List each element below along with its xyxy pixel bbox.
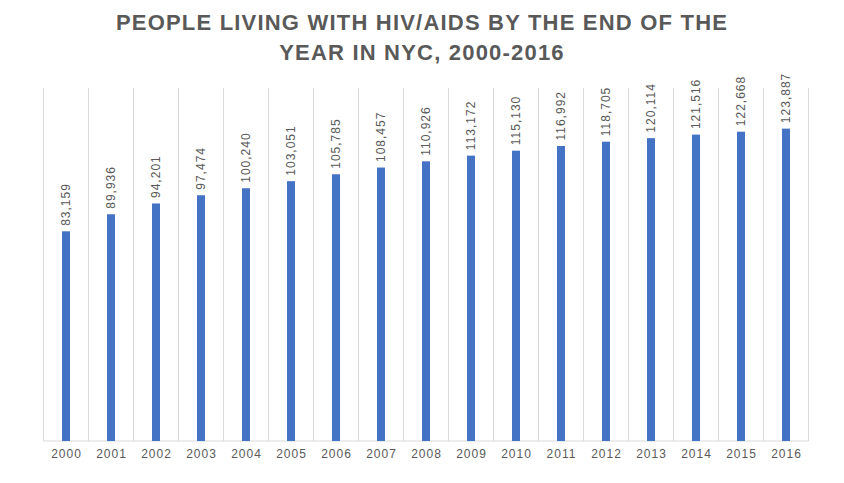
svg-text:2013: 2013 — [636, 447, 667, 461]
svg-text:121,516: 121,516 — [689, 79, 703, 129]
svg-text:2007: 2007 — [366, 447, 397, 461]
svg-text:2005: 2005 — [276, 447, 307, 461]
html-text:PEOPLE LIVING WITH HIV/AIDS BY: PEOPLE LIVING WITH HIV/AIDS BY THE END O… — [115, 10, 729, 65]
svg-text:2015: 2015 — [726, 447, 757, 461]
svg-text:115,130: 115,130 — [509, 96, 523, 146]
svg-text:83,159: 83,159 — [59, 183, 73, 226]
svg-text:2006: 2006 — [321, 447, 352, 461]
svg-text:2012: 2012 — [591, 447, 622, 461]
svg-text:103,051: 103,051 — [284, 125, 298, 175]
svg-text:122,668: 122,668 — [734, 76, 748, 126]
svg-text:113,172: 113,172 — [464, 101, 478, 151]
svg-text:89,936: 89,936 — [104, 166, 118, 209]
svg-text:116,992: 116,992 — [554, 91, 568, 141]
svg-text:105,785: 105,785 — [329, 118, 343, 168]
svg-text:2004: 2004 — [231, 447, 262, 461]
svg-text:118,705: 118,705 — [599, 87, 613, 136]
svg-text:120,114: 120,114 — [644, 83, 658, 133]
svg-text:2003: 2003 — [186, 447, 217, 461]
svg-text:2001: 2001 — [96, 447, 127, 461]
svg-text:2000: 2000 — [51, 447, 82, 461]
svg-text:100,240: 100,240 — [239, 132, 253, 182]
svg-text:2011: 2011 — [547, 447, 577, 461]
svg-text:2010: 2010 — [501, 447, 532, 461]
svg-text:97,474: 97,474 — [194, 147, 208, 190]
svg-text:2009: 2009 — [456, 447, 487, 461]
svg-text:2016: 2016 — [771, 447, 802, 461]
svg-text:2002: 2002 — [141, 447, 172, 461]
svg-text:94,201: 94,201 — [149, 155, 163, 198]
svg-text:123,887: 123,887 — [779, 73, 793, 123]
svg-text:110,926: 110,926 — [419, 106, 433, 156]
svg-text:108,457: 108,457 — [374, 112, 388, 162]
svg-text:2014: 2014 — [681, 447, 712, 461]
svg-text:2008: 2008 — [411, 447, 442, 461]
